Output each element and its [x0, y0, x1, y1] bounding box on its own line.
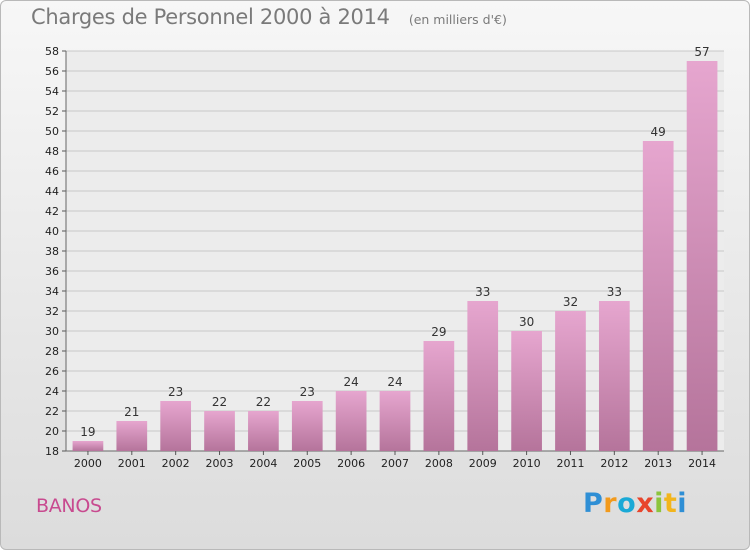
x-tick-label: 2006 — [337, 457, 365, 470]
value-label: 49 — [651, 125, 666, 139]
y-tick-label: 22 — [45, 405, 59, 418]
y-tick-label: 48 — [45, 145, 59, 158]
commune-name: BANOS — [36, 495, 102, 517]
logo-letter: o — [617, 488, 637, 519]
bar-2003 — [204, 411, 235, 451]
y-tick-label: 20 — [45, 425, 59, 438]
value-label: 22 — [212, 395, 227, 409]
value-label: 24 — [387, 375, 402, 389]
y-tick-label: 46 — [45, 165, 59, 178]
y-tick-label: 56 — [45, 65, 59, 78]
y-tick-label: 30 — [45, 325, 59, 338]
value-label: 29 — [431, 325, 446, 339]
x-tick-label: 2010 — [513, 457, 541, 470]
y-tick-label: 44 — [45, 185, 59, 198]
x-tick-label: 2002 — [162, 457, 190, 470]
y-tick-label: 18 — [45, 445, 59, 458]
bar-2006 — [335, 391, 367, 451]
y-tick-label: 58 — [45, 45, 59, 58]
value-label: 19 — [80, 425, 95, 439]
bar-2000 — [72, 441, 104, 451]
bar-layer — [72, 61, 718, 451]
logo-letter: t — [663, 488, 678, 519]
chart-title: Charges de Personnel 2000 à 2014 — [31, 5, 390, 29]
title-row: Charges de Personnel 2000 à 2014 (en mil… — [31, 5, 507, 29]
x-tick-label: 2001 — [118, 457, 146, 470]
bar-2013 — [642, 141, 674, 451]
x-tick-label: 2007 — [381, 457, 409, 470]
logo-letter: i — [654, 488, 664, 519]
chart-unit: (en milliers d'€) — [408, 12, 507, 27]
x-tick-label: 2003 — [206, 457, 234, 470]
value-label: 24 — [343, 375, 358, 389]
y-tick-label: 50 — [45, 125, 59, 138]
y-tick-label: 40 — [45, 225, 59, 238]
y-tick-label: 24 — [45, 385, 59, 398]
y-tick-label: 34 — [45, 285, 59, 298]
proxiti-logo: Proxiti — [583, 488, 687, 519]
x-tick-label: 2009 — [469, 457, 497, 470]
x-tick-label: 2004 — [249, 457, 277, 470]
logo-letter: r — [603, 488, 618, 519]
value-label: 23 — [168, 385, 183, 399]
bar-2007 — [379, 391, 411, 451]
x-tick-label: 2013 — [644, 457, 672, 470]
bar-2011 — [555, 311, 586, 451]
bar-2005 — [291, 401, 323, 451]
value-label: 21 — [124, 405, 139, 419]
y-tick-label: 54 — [45, 85, 59, 98]
bar-2010 — [511, 331, 542, 451]
axis-layer: 18 20 22 24 26 28 30 32 34 36 38 40 42 44 46 48 50 52 54 56… — [45, 45, 724, 458]
bar-2001 — [116, 421, 148, 451]
value-label: 33 — [607, 285, 622, 299]
y-tick-label: 42 — [45, 205, 59, 218]
bar-2012 — [598, 301, 630, 451]
bar-2004 — [248, 411, 279, 451]
y-tick-label: 52 — [45, 105, 59, 118]
value-label: 23 — [300, 385, 315, 399]
bar-2008 — [423, 341, 455, 451]
y-tick-label: 36 — [45, 265, 59, 278]
x-tick-label: 2000 — [74, 457, 102, 470]
y-tick-label: 28 — [45, 345, 59, 358]
logo-letter: i — [677, 488, 688, 519]
logo-letter: P — [583, 488, 604, 519]
x-tick-label: 2005 — [293, 457, 321, 470]
x-tick-label: 2011 — [556, 457, 584, 470]
value-label: 57 — [694, 45, 709, 59]
x-tick-label: 2008 — [425, 457, 453, 470]
value-label: 30 — [519, 315, 534, 329]
logo-letter: x — [636, 488, 655, 519]
y-tick-label: 38 — [45, 245, 59, 258]
value-label: 22 — [256, 395, 271, 409]
x-tick-label: 2014 — [688, 457, 716, 470]
y-tick-label: 32 — [45, 305, 59, 318]
bar-2002 — [160, 401, 192, 451]
x-tick-label: 2012 — [600, 457, 628, 470]
label-layer: 2000 19 2001 21 2002 23 2003 22 2004 22 2005 23 2006… — [74, 45, 716, 470]
value-label: 32 — [563, 295, 578, 309]
value-label: 33 — [475, 285, 490, 299]
y-tick-label: 26 — [45, 365, 59, 378]
bar-2014 — [686, 61, 718, 451]
bar-2009 — [467, 301, 499, 451]
